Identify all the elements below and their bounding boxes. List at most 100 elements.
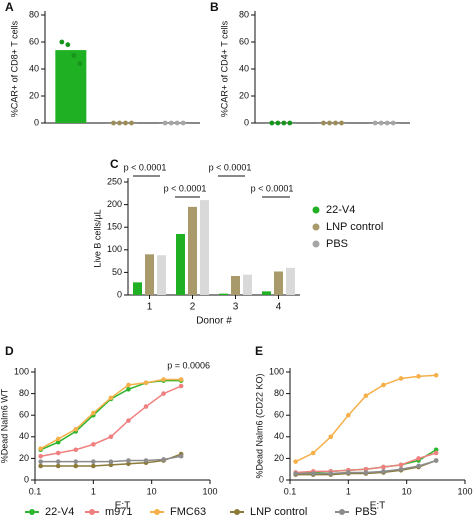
- data-point: [55, 459, 61, 464]
- data-point: [55, 436, 61, 442]
- data-point: [275, 120, 281, 126]
- data-point: [91, 442, 96, 447]
- data-point: [333, 120, 338, 126]
- x-tick-label: 0.1: [284, 486, 297, 496]
- y-tick-label: 250: [107, 176, 122, 186]
- data-point: [117, 120, 122, 126]
- x-tick-label: 2: [190, 302, 196, 313]
- y-tick-label: 150: [107, 222, 122, 232]
- bar: [274, 271, 283, 295]
- data-point: [281, 120, 287, 126]
- x-axis-title: Donor #: [196, 316, 232, 327]
- data-point: [384, 120, 390, 126]
- y-tick-label: 80: [274, 388, 284, 398]
- y-axis-title: Live B cells/µL: [92, 209, 102, 267]
- data-point: [381, 469, 386, 474]
- data-point: [346, 412, 351, 418]
- panel-label: D: [5, 344, 14, 358]
- bar: [145, 254, 154, 295]
- y-tick-label: 20: [29, 90, 39, 100]
- data-point: [126, 458, 131, 463]
- bar: [55, 50, 87, 123]
- legend-label: PBS: [355, 506, 377, 518]
- y-tick-label: 0: [117, 289, 122, 299]
- data-point: [363, 470, 369, 475]
- data-point: [310, 450, 316, 456]
- legend-marker: [234, 509, 240, 515]
- data-point: [71, 53, 77, 58]
- legend-marker: [339, 509, 345, 515]
- y-tick-label: 0: [24, 474, 29, 484]
- panel-label: B: [210, 0, 219, 14]
- data-point: [108, 462, 114, 468]
- data-point: [108, 395, 114, 401]
- data-point: [416, 456, 421, 461]
- x-tick-label: 10: [402, 486, 412, 496]
- x-tick-label: 100: [202, 486, 217, 496]
- data-point: [180, 120, 186, 126]
- data-point: [398, 376, 404, 381]
- x-tick-label: 1: [91, 486, 96, 496]
- bar: [200, 200, 209, 295]
- data-point: [73, 459, 79, 464]
- data-point: [108, 459, 114, 464]
- y-axis-title: %CAR+ of CD4+ T cells: [219, 20, 229, 117]
- legend-label: m971: [105, 506, 133, 518]
- data-point: [378, 120, 384, 126]
- legend-marker: [29, 509, 35, 515]
- x-tick-label: 100: [457, 486, 472, 496]
- bar: [219, 293, 228, 295]
- data-point: [161, 377, 166, 382]
- y-tick-label: 40: [19, 431, 29, 441]
- series-line: [295, 374, 437, 463]
- legend-label: LNP control: [250, 506, 307, 518]
- data-point: [161, 391, 166, 396]
- y-tick-label: 0: [244, 117, 249, 127]
- x-tick-label: 1: [147, 302, 153, 313]
- y-tick-label: 20: [19, 453, 29, 463]
- x-tick-label: 10: [147, 486, 157, 496]
- bar: [262, 291, 271, 295]
- data-point: [38, 453, 43, 459]
- data-point: [126, 386, 131, 392]
- y-tick-label: 100: [14, 366, 29, 376]
- data-point: [328, 434, 334, 440]
- y-tick-label: 40: [274, 431, 284, 441]
- data-point: [293, 459, 298, 464]
- legend-label: PBS: [326, 238, 348, 250]
- data-point: [346, 470, 351, 475]
- legend-label: 22-V4: [45, 506, 74, 518]
- data-point: [178, 383, 184, 389]
- y-axis-title: %CAR+ of CD8+ T cells: [9, 20, 19, 117]
- data-point: [65, 42, 71, 48]
- data-point: [398, 462, 404, 468]
- bar: [231, 276, 240, 295]
- data-point: [162, 120, 168, 126]
- data-point: [174, 120, 180, 126]
- data-point: [55, 439, 61, 445]
- data-point: [143, 458, 149, 463]
- data-point: [38, 463, 43, 469]
- legend-marker: [312, 206, 320, 214]
- data-point: [143, 380, 149, 386]
- y-tick-label: 80: [29, 9, 39, 19]
- y-tick-label: 100: [269, 366, 284, 376]
- annotation: p < 0.0001: [164, 183, 207, 193]
- legend-label: 22-V4: [326, 204, 355, 216]
- bar: [286, 267, 295, 295]
- legend-marker: [89, 509, 95, 515]
- x-axis-title: E:T: [115, 501, 131, 512]
- data-point: [287, 120, 293, 126]
- data-point: [126, 418, 131, 423]
- data-point: [327, 120, 332, 126]
- y-tick-label: 60: [29, 36, 39, 46]
- y-tick-label: 100: [107, 244, 122, 254]
- data-point: [91, 463, 96, 469]
- bar: [188, 206, 197, 295]
- bar: [243, 274, 252, 295]
- data-point: [126, 461, 131, 467]
- data-point: [339, 120, 344, 126]
- data-point: [123, 120, 128, 126]
- y-tick-label: 200: [107, 199, 122, 209]
- data-point: [143, 404, 149, 409]
